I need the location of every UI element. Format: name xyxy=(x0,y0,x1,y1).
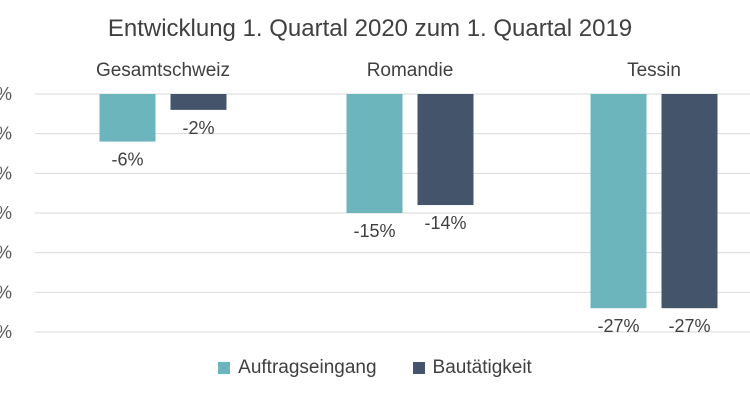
data-label: -6% xyxy=(111,150,143,170)
data-label: -14% xyxy=(424,213,466,233)
chart-title: Entwicklung 1. Quartal 2020 zum 1. Quart… xyxy=(108,15,632,42)
bar xyxy=(661,94,718,309)
y-tick-label: % xyxy=(0,282,12,302)
data-label: -27% xyxy=(668,316,710,336)
y-tick-label: % xyxy=(0,163,12,183)
category-label: Romandie xyxy=(367,60,454,81)
bar xyxy=(417,94,474,206)
y-tick-label: % xyxy=(0,243,12,263)
category-label: Tessin xyxy=(627,60,681,81)
legend-item-bautaetigkeit: Bautätigkeit xyxy=(412,357,532,379)
data-label: -15% xyxy=(353,221,395,241)
category-label: Gesamtschweiz xyxy=(96,60,230,81)
y-tick-label: % xyxy=(0,203,12,223)
legend-item-auftragseingang: Auftragseingang xyxy=(218,357,377,379)
legend-swatch-bautaetigkeit xyxy=(412,362,425,374)
bar xyxy=(346,94,403,213)
y-tick-label: % xyxy=(0,322,12,342)
bar xyxy=(170,94,227,110)
bar xyxy=(590,94,647,309)
chart-legend: Auftragseingang Bautätigkeit xyxy=(0,355,750,381)
y-tick-label: % xyxy=(0,84,12,104)
y-tick-label: % xyxy=(0,124,12,144)
legend-label-bautaetigkeit: Bautätigkeit xyxy=(432,357,532,378)
bar xyxy=(99,94,156,142)
data-label: -2% xyxy=(182,118,214,138)
legend-label-auftragseingang: Auftragseingang xyxy=(238,357,377,378)
legend-swatch-auftragseingang xyxy=(218,362,231,374)
data-label: -27% xyxy=(597,316,639,336)
